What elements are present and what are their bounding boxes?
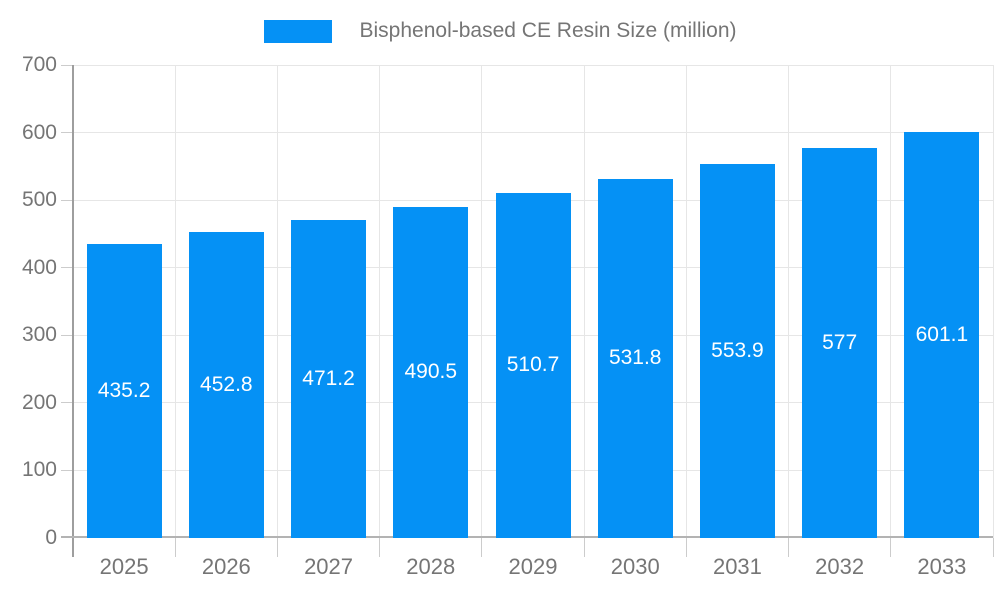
bar[interactable]: 452.8 [188, 232, 264, 538]
gridline-v [174, 65, 176, 538]
y-axis-label: 200 [21, 390, 57, 414]
gridline-v [890, 65, 892, 538]
x-axis-label: 2032 [815, 554, 865, 579]
x-axis-tick [583, 538, 585, 557]
gridline-v [481, 65, 483, 538]
gridline-v [583, 65, 585, 538]
legend-label: Bisphenol-based CE Resin Size (million) [359, 19, 737, 42]
bar[interactable]: 577 [802, 148, 878, 538]
x-axis-tick [788, 538, 790, 557]
x-axis-tick [992, 538, 994, 557]
x-axis-tick [685, 538, 687, 557]
legend-swatch [263, 19, 332, 43]
bar-value-label: 531.8 [608, 346, 662, 370]
bar-value-label: 601.1 [915, 322, 969, 346]
x-axis-label: 2033 [917, 554, 967, 579]
bar[interactable]: 435.2 [86, 243, 162, 538]
gridline-v [788, 65, 790, 538]
y-axis-label: 500 [21, 188, 57, 212]
bar[interactable]: 471.2 [291, 219, 367, 538]
x-axis-tick [276, 538, 278, 557]
x-axis-tick [174, 538, 176, 557]
bar[interactable]: 601.1 [904, 131, 980, 538]
bar-value-label: 510.7 [506, 353, 560, 377]
bar-value-label: 553.9 [711, 338, 764, 362]
x-axis-label: 2030 [610, 554, 660, 579]
plot-area: 0 100 200 300 400 500 600 700 435.2 2025 452.8 2026… [22, 53, 994, 579]
y-axis-tick [61, 199, 73, 201]
gridline-v [992, 65, 994, 538]
bar-value-label: 435.2 [97, 378, 151, 402]
y-axis-label: 0 [45, 526, 57, 549]
y-axis-line [72, 65, 74, 557]
y-axis-label: 300 [21, 323, 57, 347]
bar[interactable]: 490.5 [393, 206, 469, 538]
x-axis-label: 2029 [508, 554, 558, 579]
y-axis-tick [61, 267, 73, 269]
bar-value-label: 577 [822, 331, 858, 355]
x-axis-label: 2028 [406, 554, 456, 579]
bar[interactable]: 510.7 [495, 192, 571, 538]
gridline-v [379, 65, 381, 538]
x-axis-label: 2027 [304, 554, 354, 579]
bar-value-label: 490.5 [404, 360, 458, 384]
y-axis-tick [61, 402, 73, 404]
y-axis-tick [61, 64, 73, 66]
x-axis-label: 2026 [201, 554, 251, 579]
y-axis-tick [61, 334, 73, 336]
y-axis-label: 700 [21, 53, 57, 76]
gridline-h [73, 132, 993, 134]
gridline-v [276, 65, 278, 538]
y-axis-label: 600 [21, 120, 57, 144]
x-axis-tick [379, 538, 381, 557]
x-axis-label: 2031 [712, 554, 762, 579]
y-axis-label: 100 [21, 458, 57, 482]
bar-value-label: 471.2 [302, 366, 355, 390]
gridline-h [73, 64, 993, 66]
x-axis-label: 2025 [99, 554, 149, 579]
x-axis-tick [481, 538, 483, 557]
bar[interactable]: 553.9 [699, 163, 775, 538]
y-axis-label: 400 [21, 255, 57, 279]
gridline-v [685, 65, 687, 538]
chart-legend[interactable]: Bisphenol-based CE Resin Size (million) [0, 19, 1000, 43]
y-axis-tick [61, 132, 73, 134]
bar-value-label: 452.8 [200, 373, 253, 396]
y-axis-tick [61, 469, 73, 471]
bar[interactable]: 531.8 [597, 178, 673, 538]
x-axis-tick [890, 538, 892, 557]
